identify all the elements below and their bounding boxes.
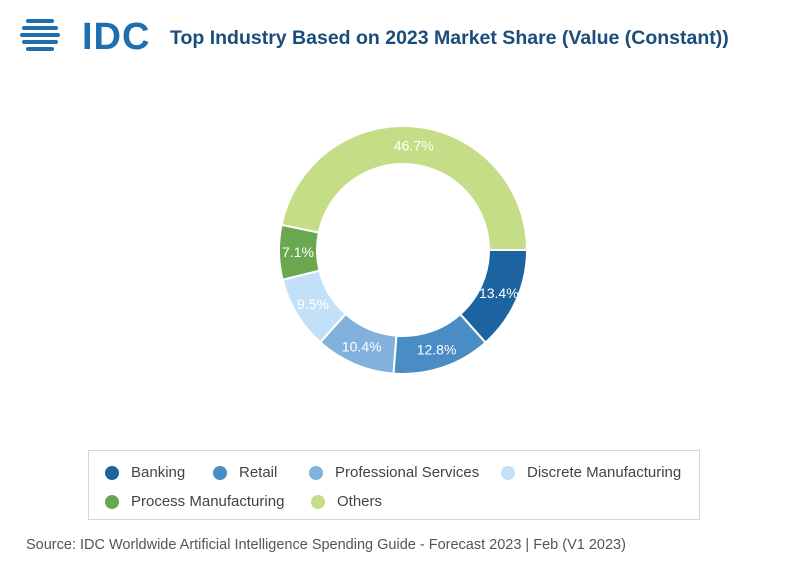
globe-lines-icon bbox=[20, 19, 60, 51]
legend-item[interactable]: Process Manufacturing bbox=[105, 493, 284, 510]
legend-label: Professional Services bbox=[335, 464, 480, 481]
idc-logo: IDC bbox=[20, 13, 160, 61]
slice-data-label: 7.1% bbox=[282, 244, 314, 260]
legend-label: Discrete Manufacturing bbox=[527, 464, 682, 481]
slice-data-label: 10.4% bbox=[342, 339, 382, 355]
legend-label: Others bbox=[337, 493, 383, 510]
legend-label: Retail bbox=[239, 464, 278, 481]
slice-others bbox=[280, 125, 529, 251]
source-note: Source: IDC Worldwide Artificial Intelli… bbox=[26, 537, 626, 553]
legend-swatch bbox=[105, 494, 119, 509]
slice-data-label: 13.4% bbox=[479, 285, 519, 301]
legend-swatch bbox=[501, 465, 515, 480]
donut-chart: 13.4% 12.8% 10.4% 9.5% 7.1% 46.7% bbox=[278, 125, 529, 375]
legend-item[interactable]: Discrete Manufacturing bbox=[501, 464, 681, 481]
logo-text: IDC bbox=[82, 16, 151, 58]
legend-item[interactable]: Retail bbox=[213, 464, 277, 481]
slice-data-label: 9.5% bbox=[297, 296, 329, 312]
legend-label: Process Manufacturing bbox=[131, 493, 285, 510]
chart-title: Top Industry Based on 2023 Market Share … bbox=[170, 27, 729, 49]
slice-data-label: 46.7% bbox=[394, 138, 434, 154]
legend-swatch bbox=[213, 465, 227, 480]
legend-item[interactable]: Professional Services bbox=[309, 464, 479, 481]
legend-swatch bbox=[309, 465, 323, 480]
legend-swatch bbox=[311, 494, 325, 509]
legend-item[interactable]: Banking bbox=[105, 464, 185, 481]
legend-item[interactable]: Others bbox=[311, 493, 382, 510]
legend-label: Banking bbox=[131, 464, 186, 481]
slice-data-label: 12.8% bbox=[417, 341, 457, 357]
chart-legend: Banking Retail Professional Services Discre… bbox=[88, 450, 700, 520]
legend-swatch bbox=[105, 465, 119, 480]
